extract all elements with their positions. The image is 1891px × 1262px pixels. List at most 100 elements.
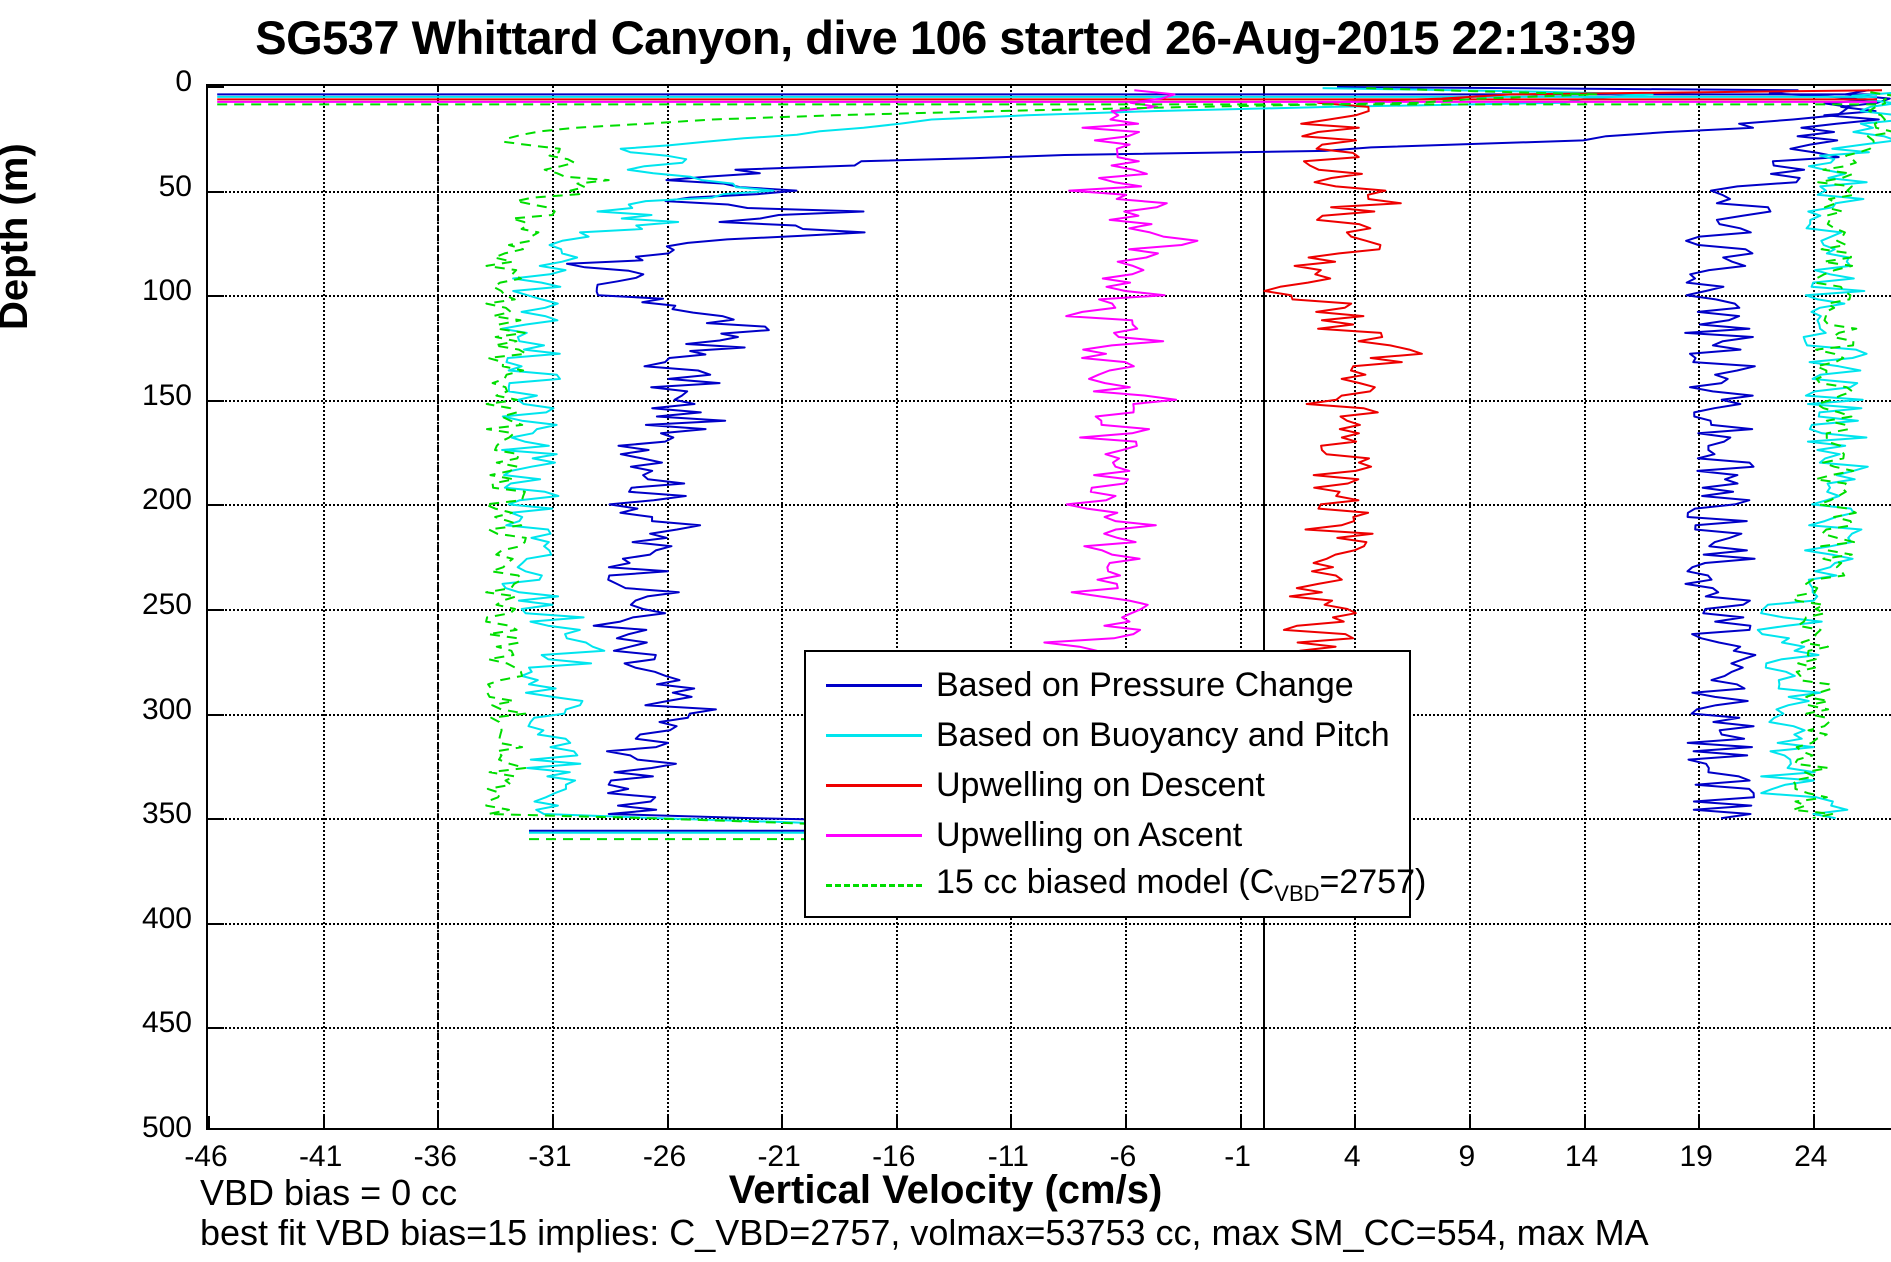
- x-tick: [781, 1116, 784, 1128]
- hgridline: [208, 295, 1891, 298]
- legend-item[interactable]: Based on Buoyancy and Pitch: [806, 710, 1409, 760]
- x-tick-label: -1: [1224, 1140, 1251, 1173]
- series-path: [566, 86, 1875, 836]
- series-15-cc-biased-model-c-vbd-2757: [217, 87, 1891, 841]
- y-tick: [208, 609, 224, 611]
- legend-label: Based on Buoyancy and Pitch: [936, 715, 1390, 754]
- x-tick: [1698, 1116, 1701, 1128]
- x-tick-label: -21: [757, 1140, 801, 1173]
- legend-label: Upwelling on Descent: [936, 765, 1265, 804]
- y-tick-label: 450: [141, 1006, 192, 1040]
- legend-label: Based on Pressure Change: [936, 665, 1354, 704]
- y-tick: [208, 86, 224, 88]
- series-path: [1791, 91, 1891, 820]
- vbd-bias-annotation: VBD bias = 0 cc: [200, 1172, 458, 1213]
- x-tick-label: 4: [1343, 1140, 1361, 1173]
- legend-item[interactable]: 15 cc biased model (CVBD=2757): [806, 860, 1426, 910]
- x-tick-label: -36: [413, 1140, 457, 1173]
- x-tick: [1468, 1116, 1471, 1128]
- x-tick-label: -6: [1109, 1140, 1137, 1173]
- x-tick-label: 14: [1564, 1140, 1599, 1173]
- y-tick: [208, 818, 224, 821]
- legend-item[interactable]: Upwelling on Descent: [806, 760, 1409, 810]
- legend-label: 15 cc biased model (CVBD=2757): [936, 863, 1427, 906]
- reference-line-vbd-bias-0cc: [437, 86, 440, 1128]
- series-based-on-pressure-change: [217, 86, 1891, 836]
- y-tick-label: 0: [175, 65, 192, 98]
- vgridline: [1583, 86, 1586, 1128]
- y-tick-label: 250: [141, 588, 192, 621]
- x-tick: [1125, 1116, 1127, 1128]
- y-tick: [208, 295, 224, 298]
- vgridline: [1010, 86, 1013, 1128]
- vgridline: [322, 86, 325, 1128]
- vgridline: [781, 86, 784, 1128]
- legend-label: Upwelling on Ascent: [936, 815, 1243, 854]
- vgridline: [1125, 86, 1127, 1128]
- vgridline: [1468, 86, 1471, 1128]
- series-path: [1684, 89, 1891, 820]
- legend-swatch-line: [826, 783, 922, 787]
- x-tick-label: -31: [528, 1140, 572, 1173]
- y-tick-label: 50: [158, 169, 192, 203]
- x-tick-label: -46: [184, 1140, 228, 1173]
- vgridline: [551, 86, 554, 1128]
- y-tick-label: 300: [141, 692, 192, 726]
- x-tick-label: -41: [298, 1140, 343, 1173]
- x-tick: [437, 1116, 440, 1128]
- reference-line-zero-velocity: [1262, 86, 1265, 1128]
- x-tick-label: 19: [1679, 1140, 1713, 1173]
- hgridline: [208, 1027, 1891, 1030]
- hgridline: [208, 504, 1891, 507]
- x-axis-title: Vertical Velocity (cm/s): [728, 1168, 1163, 1212]
- vgridline: [895, 86, 898, 1128]
- y-tick: [208, 1027, 224, 1030]
- x-tick: [551, 1116, 554, 1128]
- y-tick: [208, 922, 224, 925]
- legend: Based on Pressure Change Based on Buoyanc…: [804, 650, 1426, 918]
- legend-swatch-line: [826, 733, 922, 737]
- x-tick-label: -26: [642, 1140, 687, 1173]
- vgridline: [1812, 86, 1815, 1128]
- series-path: [1756, 92, 1891, 820]
- page-title: SG537 Whittard Canyon, dive 106 started …: [255, 11, 1636, 64]
- vgridline: [1698, 86, 1701, 1128]
- plot-area: [206, 84, 1891, 1130]
- y-tick-label: 200: [141, 483, 192, 517]
- legend-item[interactable]: Upwelling on Ascent: [806, 810, 1409, 860]
- x-tick: [1010, 1116, 1013, 1128]
- y-tick-label: 150: [141, 378, 192, 412]
- x-tick-label: 24: [1794, 1140, 1828, 1173]
- x-tick: [322, 1116, 325, 1128]
- y-tick-label: 500: [141, 1111, 192, 1144]
- x-tick: [1354, 1116, 1357, 1128]
- hgridline: [208, 609, 1891, 611]
- y-tick-label: 400: [141, 901, 192, 935]
- x-tick-label: -11: [987, 1140, 1029, 1173]
- legend-swatch-line: [826, 883, 922, 887]
- legend-swatch-line: [826, 833, 922, 837]
- x-tick: [1812, 1116, 1815, 1128]
- y-tick: [208, 190, 224, 193]
- y-axis-title: Depth (m): [0, 143, 36, 330]
- x-tick-label: -16: [872, 1140, 916, 1173]
- y-tick: [208, 399, 224, 402]
- series-path: [501, 87, 1654, 832]
- vgridline: [1239, 86, 1242, 1128]
- x-tick: [895, 1116, 898, 1128]
- x-tick: [666, 1116, 669, 1128]
- hgridline: [208, 190, 1891, 193]
- x-tick: [208, 1116, 210, 1128]
- series-path: [484, 87, 1598, 832]
- hgridline: [208, 922, 1891, 925]
- y-tick: [208, 504, 224, 507]
- legend-item[interactable]: Based on Pressure Change: [806, 660, 1409, 710]
- hgridline: [208, 399, 1891, 402]
- data-curves: [217, 86, 1891, 854]
- vgridline: [666, 86, 669, 1128]
- x-tick: [1583, 1116, 1586, 1128]
- y-tick-label: 350: [141, 797, 192, 831]
- x-tick: [1239, 1116, 1242, 1128]
- legend-swatch-line: [826, 683, 922, 687]
- x-tick-label: 9: [1458, 1140, 1476, 1173]
